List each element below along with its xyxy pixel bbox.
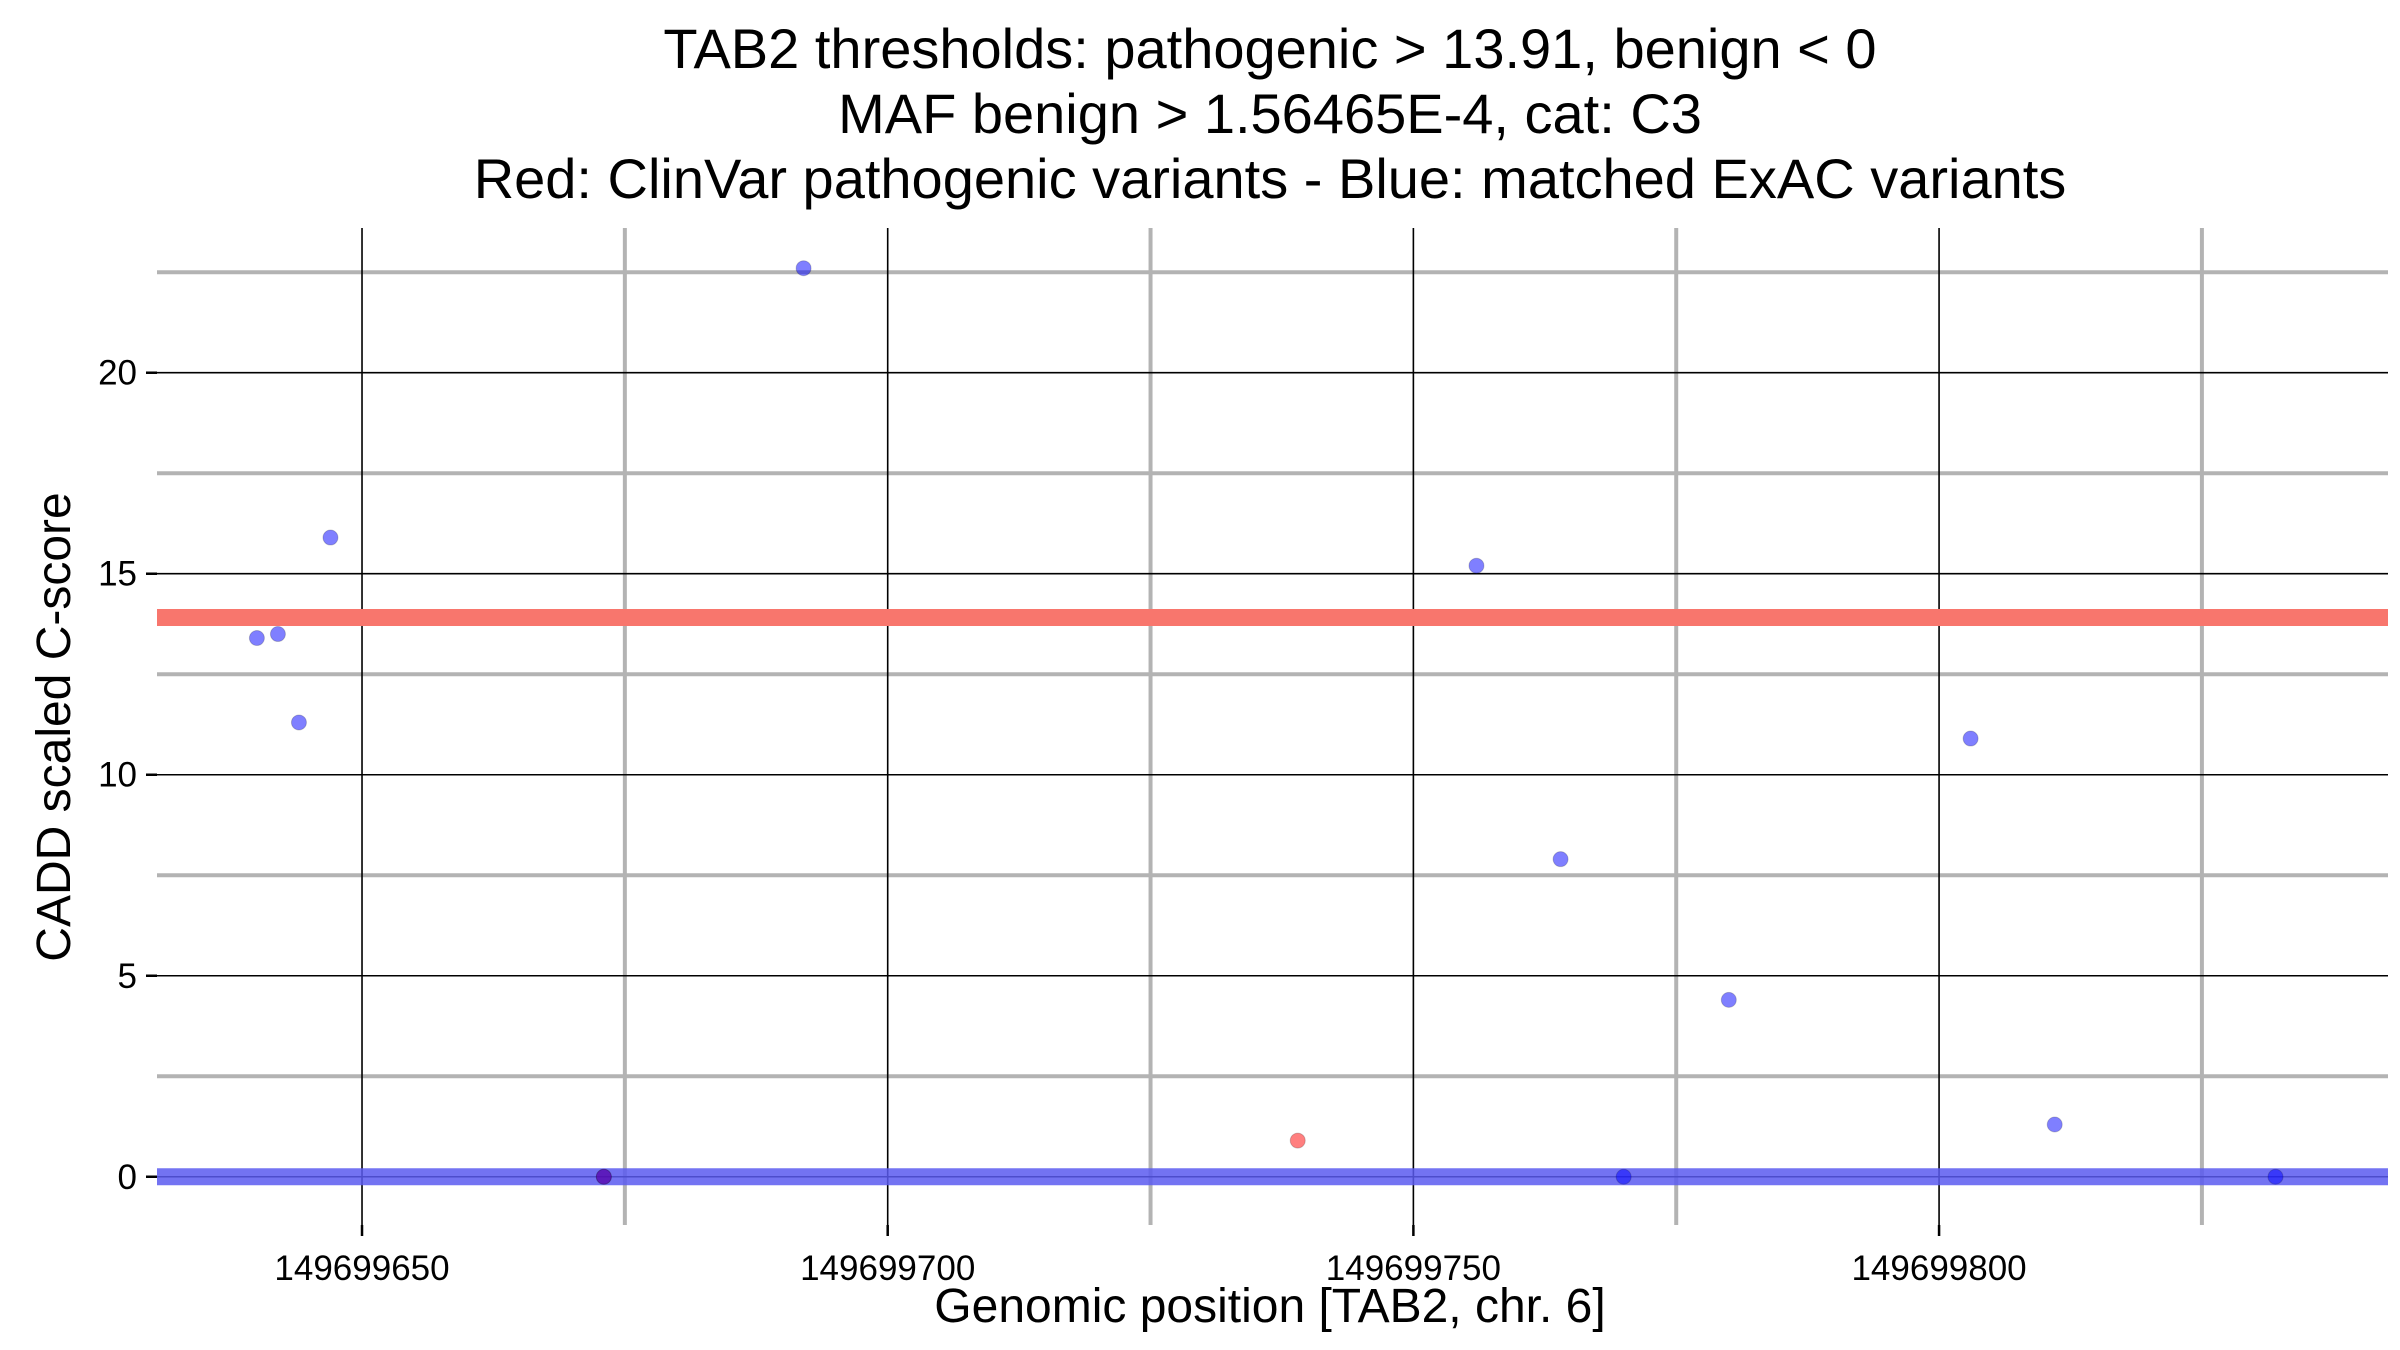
exac-point-5 <box>795 260 812 277</box>
exac-point-11 <box>2046 1116 2063 1133</box>
exac-point-10 <box>1962 730 1979 747</box>
exac-point-4 <box>595 1168 612 1185</box>
exac-point-1 <box>269 626 286 643</box>
minor-grid <box>157 228 2388 1225</box>
exac-point-2 <box>290 714 307 731</box>
exac-point-12 <box>2267 1168 2284 1185</box>
data-points <box>248 260 2284 1185</box>
title-line-3: Red: ClinVar pathogenic variants - Blue:… <box>474 147 2067 210</box>
x-tick-label: 149699700 <box>800 1249 975 1288</box>
x-axis: 149699650 149699700 149699750 149699800 <box>274 1225 2027 1288</box>
title-line-2: MAF benign > 1.56465E-4, cat: C3 <box>838 82 1702 145</box>
x-axis-title: Genomic position [TAB2, chr. 6] <box>934 1280 1605 1333</box>
y-tick-label: 10 <box>98 756 137 795</box>
y-axis-title: CADD scaled C-score <box>28 492 81 961</box>
exac-point-9 <box>1720 991 1737 1008</box>
x-tick-label: 149699750 <box>1326 1249 1501 1288</box>
exac-point-7 <box>1552 851 1569 868</box>
exac-point-3 <box>322 529 339 546</box>
exac-point-0 <box>248 630 265 647</box>
y-tick-label: 0 <box>118 1158 137 1197</box>
y-tick-label: 5 <box>118 957 137 996</box>
x-tick-label: 149699800 <box>1851 1249 2026 1288</box>
clinvar-point-1 <box>1289 1132 1306 1149</box>
threshold-lines <box>157 609 2388 1186</box>
y-axis: 0 5 10 15 20 <box>98 354 157 1197</box>
chart-title: TAB2 thresholds: pathogenic > 13.91, ben… <box>474 17 2067 210</box>
y-tick-label: 15 <box>98 555 137 594</box>
y-tick-label: 20 <box>98 354 137 393</box>
exac-point-8 <box>1615 1168 1632 1185</box>
exac-point-6 <box>1468 557 1485 574</box>
title-line-1: TAB2 thresholds: pathogenic > 13.91, ben… <box>663 17 1876 80</box>
x-tick-label: 149699650 <box>274 1249 449 1288</box>
